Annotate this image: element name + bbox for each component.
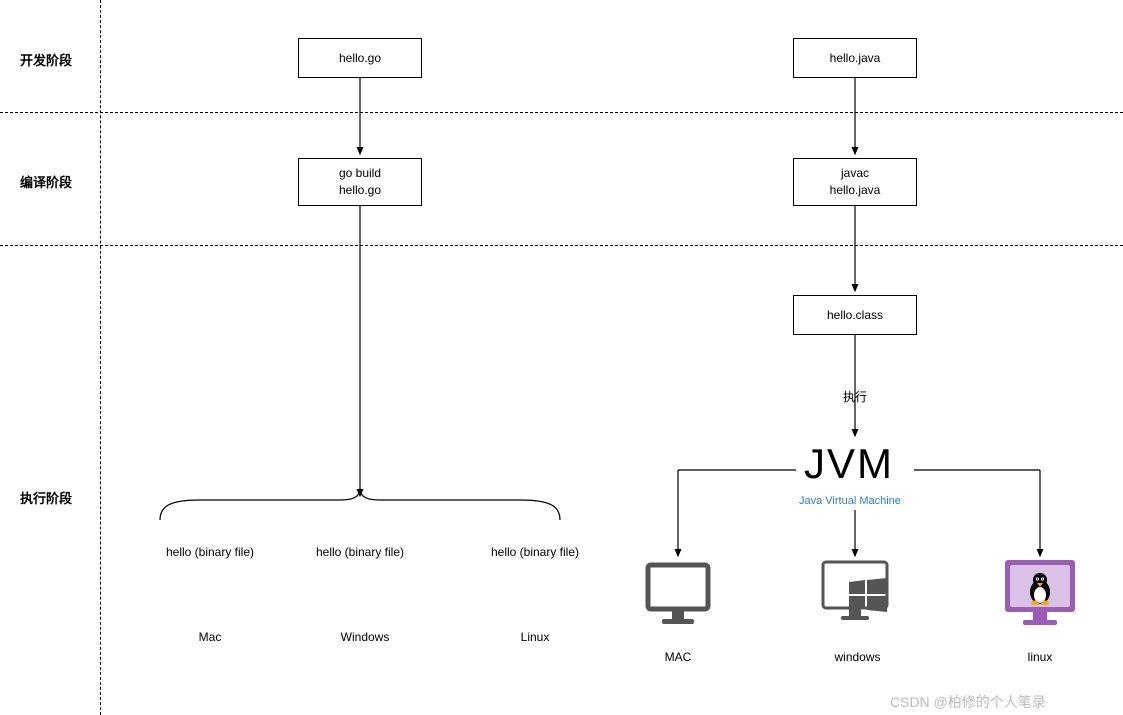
platform-label-mac: MAC xyxy=(663,650,693,664)
java-source-box: hello.java xyxy=(793,38,917,78)
go-output-os-1: Windows xyxy=(335,630,395,644)
linux-icon xyxy=(1005,560,1075,625)
mac-icon xyxy=(648,565,708,624)
hline-2 xyxy=(0,245,1123,246)
go-source-text: hello.go xyxy=(339,50,381,67)
go-build-box: go build hello.go xyxy=(298,158,422,206)
go-brace xyxy=(160,488,560,520)
go-output-file-2: hello (binary file) xyxy=(485,545,585,559)
java-exec-label: 执行 xyxy=(843,388,867,405)
java-class-box: hello.class xyxy=(793,295,917,335)
windows-icon xyxy=(823,562,887,620)
platform-label-linux: linux xyxy=(1025,650,1055,664)
jvm-subtitle: Java Virtual Machine xyxy=(799,495,901,507)
go-source-box: hello.go xyxy=(298,38,422,78)
java-compile-line2: hello.java xyxy=(830,182,881,199)
stage-compile-label: 编译阶段 xyxy=(20,172,72,191)
go-build-line2: hello.go xyxy=(339,182,381,199)
java-compile-box: javac hello.java xyxy=(793,158,917,206)
go-output-file-0: hello (binary file) xyxy=(160,545,260,559)
diagram-svg xyxy=(0,0,1123,715)
java-source-text: hello.java xyxy=(830,50,881,67)
go-build-line1: go build xyxy=(339,165,381,182)
jvm-title: JVM xyxy=(804,440,894,488)
java-class-text: hello.class xyxy=(827,307,883,324)
stage-run-label: 执行阶段 xyxy=(20,488,72,507)
hline-1 xyxy=(0,112,1123,113)
stage-dev-label: 开发阶段 xyxy=(20,50,72,69)
platform-label-windows: windows xyxy=(830,650,885,664)
watermark: CSDN @柏修的个人笔录 xyxy=(890,692,1046,712)
go-output-os-0: Mac xyxy=(190,630,230,644)
vertical-divider xyxy=(100,0,101,715)
go-output-file-1: hello (binary file) xyxy=(310,545,410,559)
java-compile-line1: javac xyxy=(841,165,869,182)
go-output-os-2: Linux xyxy=(515,630,555,644)
